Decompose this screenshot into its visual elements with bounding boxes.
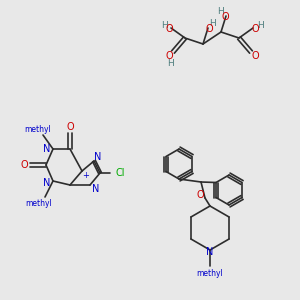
Text: N: N (92, 184, 100, 194)
Text: H: H (210, 20, 216, 28)
Text: N: N (206, 247, 214, 257)
Text: N: N (43, 178, 51, 188)
Text: H: H (256, 20, 263, 29)
Text: O: O (196, 190, 204, 200)
Text: O: O (221, 12, 229, 22)
Text: O: O (251, 24, 259, 34)
Text: N: N (43, 144, 51, 154)
Text: H: H (168, 58, 174, 68)
Text: O: O (66, 122, 74, 132)
Text: O: O (251, 51, 259, 61)
Text: O: O (20, 160, 28, 170)
Text: H: H (160, 20, 167, 29)
Text: N: N (94, 152, 102, 162)
Text: methyl: methyl (26, 199, 52, 208)
Text: O: O (165, 51, 173, 61)
Text: methyl: methyl (25, 125, 51, 134)
Text: methyl: methyl (196, 268, 224, 278)
Text: O: O (205, 24, 213, 34)
Text: Cl: Cl (115, 168, 125, 178)
Text: H: H (218, 8, 224, 16)
Text: +: + (82, 170, 89, 179)
Text: O: O (165, 24, 173, 34)
